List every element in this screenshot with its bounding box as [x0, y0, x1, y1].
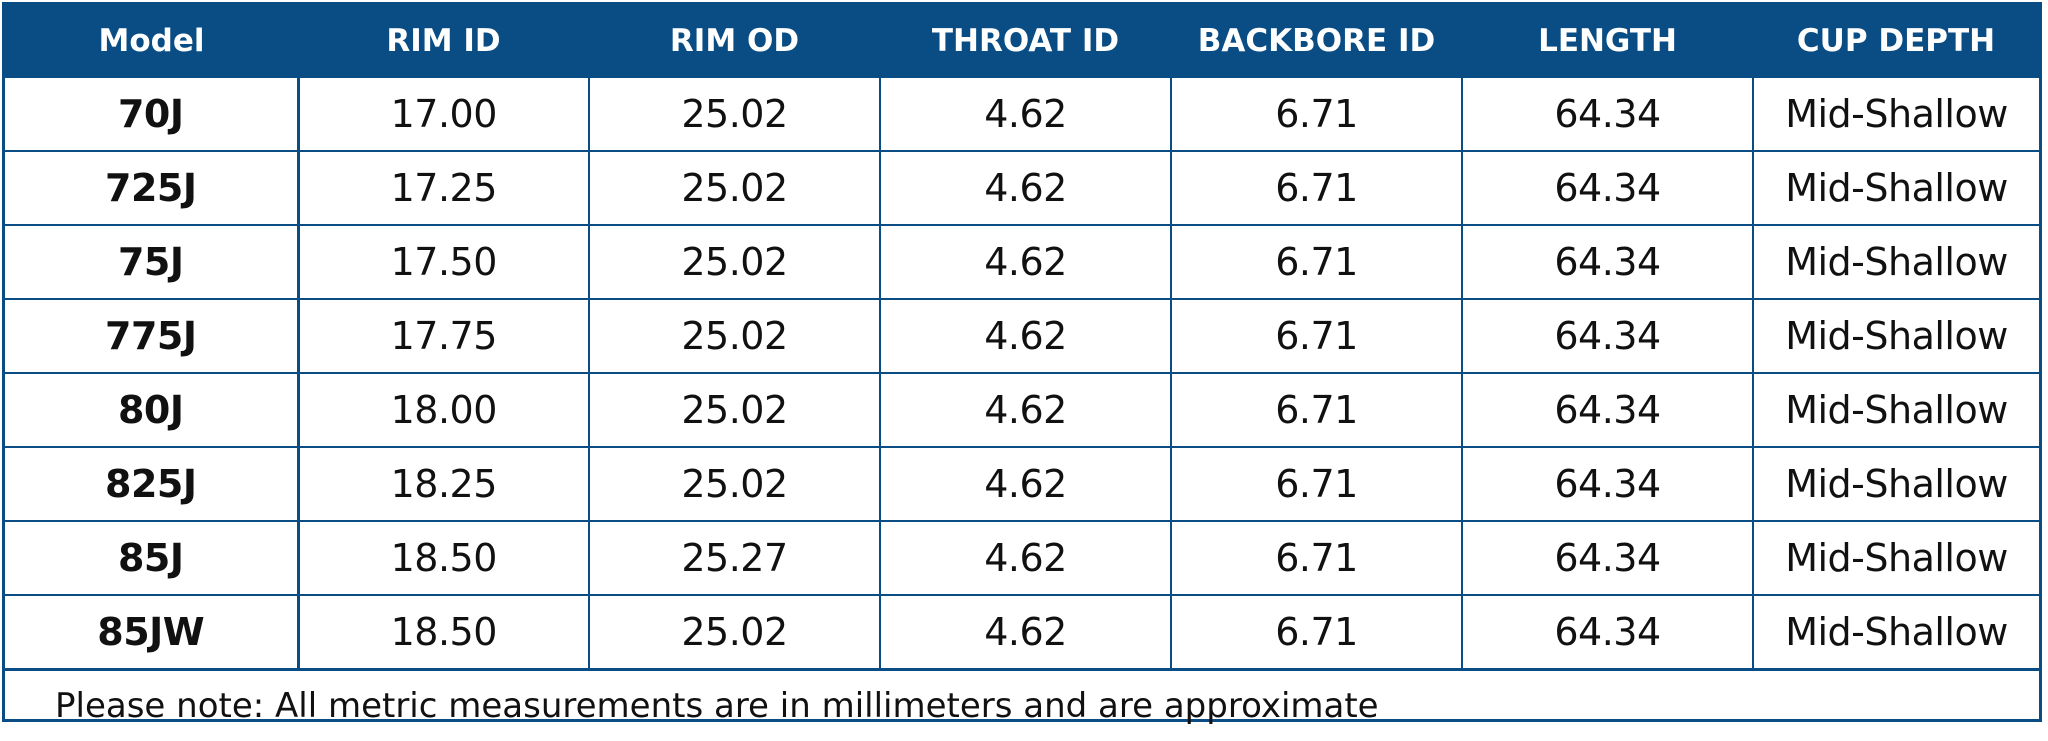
- cell-backbore-id: 6.71: [1170, 298, 1463, 374]
- cell-throat-id: 4.62: [879, 298, 1172, 374]
- cell-rim-od: 25.02: [588, 224, 881, 300]
- cell-rim-id: 17.25: [297, 150, 590, 226]
- cell-length: 64.34: [1461, 594, 1754, 671]
- cell-rim-id: 18.50: [297, 520, 590, 596]
- cell-cup-depth: Mid-Shallow: [1752, 372, 2039, 448]
- table-row: 75J 17.50 25.02 4.62 6.71 64.34 Mid-Shal…: [5, 224, 2039, 300]
- header-throat-id: THROAT ID: [880, 5, 1171, 77]
- cell-length: 64.34: [1461, 372, 1754, 448]
- measurement-note: Please note: All metric measurements are…: [55, 686, 1379, 726]
- cell-rim-id: 18.00: [297, 372, 590, 448]
- cell-length: 64.34: [1461, 298, 1754, 374]
- cell-cup-depth: Mid-Shallow: [1752, 150, 2039, 226]
- table-row: 725J 17.25 25.02 4.62 6.71 64.34 Mid-Sha…: [5, 150, 2039, 226]
- cell-rim-od: 25.27: [588, 520, 881, 596]
- cell-model: 775J: [5, 298, 300, 374]
- cell-length: 64.34: [1461, 224, 1754, 300]
- mouthpiece-spec-table: Model RIM ID RIM OD THROAT ID BACKBORE I…: [5, 5, 2039, 671]
- spec-table-container: Model RIM ID RIM OD THROAT ID BACKBORE I…: [2, 2, 2042, 726]
- cell-cup-depth: Mid-Shallow: [1752, 446, 2039, 522]
- cell-backbore-id: 6.71: [1170, 446, 1463, 522]
- table-body: 70J 17.00 25.02 4.62 6.71 64.34 Mid-Shal…: [5, 76, 2039, 671]
- table-row: 80J 18.00 25.02 4.62 6.71 64.34 Mid-Shal…: [5, 372, 2039, 448]
- cell-throat-id: 4.62: [879, 224, 1172, 300]
- cell-model: 825J: [5, 446, 300, 522]
- header-rim-id: RIM ID: [298, 5, 589, 77]
- cell-model: 80J: [5, 372, 300, 448]
- cell-length: 64.34: [1461, 76, 1754, 152]
- cell-rim-id: 17.00: [297, 76, 590, 152]
- cell-rim-od: 25.02: [588, 298, 881, 374]
- table-row: 70J 17.00 25.02 4.62 6.71 64.34 Mid-Shal…: [5, 76, 2039, 152]
- cell-throat-id: 4.62: [879, 446, 1172, 522]
- cell-throat-id: 4.62: [879, 76, 1172, 152]
- cell-rim-od: 25.02: [588, 446, 881, 522]
- table-row: 825J 18.25 25.02 4.62 6.71 64.34 Mid-Sha…: [5, 446, 2039, 522]
- cell-backbore-id: 6.71: [1170, 594, 1463, 671]
- cell-rim-od: 25.02: [588, 594, 881, 671]
- cell-throat-id: 4.62: [879, 520, 1172, 596]
- cell-throat-id: 4.62: [879, 594, 1172, 671]
- cell-cup-depth: Mid-Shallow: [1752, 224, 2039, 300]
- cell-throat-id: 4.62: [879, 372, 1172, 448]
- cell-backbore-id: 6.71: [1170, 150, 1463, 226]
- cell-rim-od: 25.02: [588, 150, 881, 226]
- header-cup-depth: CUP DEPTH: [1753, 5, 2039, 77]
- cell-length: 64.34: [1461, 520, 1754, 596]
- cell-rim-id: 17.50: [297, 224, 590, 300]
- table-row: 85JW 18.50 25.02 4.62 6.71 64.34 Mid-Sha…: [5, 594, 2039, 671]
- cell-throat-id: 4.62: [879, 150, 1172, 226]
- cell-model: 725J: [5, 150, 300, 226]
- cell-model: 85JW: [5, 594, 300, 671]
- cell-model: 85J: [5, 520, 300, 596]
- cell-length: 64.34: [1461, 150, 1754, 226]
- header-model: Model: [5, 5, 298, 77]
- cell-cup-depth: Mid-Shallow: [1752, 298, 2039, 374]
- cell-rim-id: 17.75: [297, 298, 590, 374]
- cell-model: 70J: [5, 76, 300, 152]
- cell-rim-od: 25.02: [588, 76, 881, 152]
- table-row: 775J 17.75 25.02 4.62 6.71 64.34 Mid-Sha…: [5, 298, 2039, 374]
- cell-rim-id: 18.25: [297, 446, 590, 522]
- cell-backbore-id: 6.71: [1170, 76, 1463, 152]
- header-backbore-id: BACKBORE ID: [1171, 5, 1462, 77]
- cell-backbore-id: 6.71: [1170, 372, 1463, 448]
- header-length: LENGTH: [1462, 5, 1753, 77]
- cell-rim-id: 18.50: [297, 594, 590, 671]
- cell-cup-depth: Mid-Shallow: [1752, 520, 2039, 596]
- table-row: 85J 18.50 25.27 4.62 6.71 64.34 Mid-Shal…: [5, 520, 2039, 596]
- cell-cup-depth: Mid-Shallow: [1752, 76, 2039, 152]
- header-rim-od: RIM OD: [589, 5, 880, 77]
- cell-backbore-id: 6.71: [1170, 520, 1463, 596]
- cell-model: 75J: [5, 224, 300, 300]
- table-header-row: Model RIM ID RIM OD THROAT ID BACKBORE I…: [5, 5, 2039, 77]
- cell-cup-depth: Mid-Shallow: [1752, 594, 2039, 671]
- cell-length: 64.34: [1461, 446, 1754, 522]
- cell-rim-od: 25.02: [588, 372, 881, 448]
- cell-backbore-id: 6.71: [1170, 224, 1463, 300]
